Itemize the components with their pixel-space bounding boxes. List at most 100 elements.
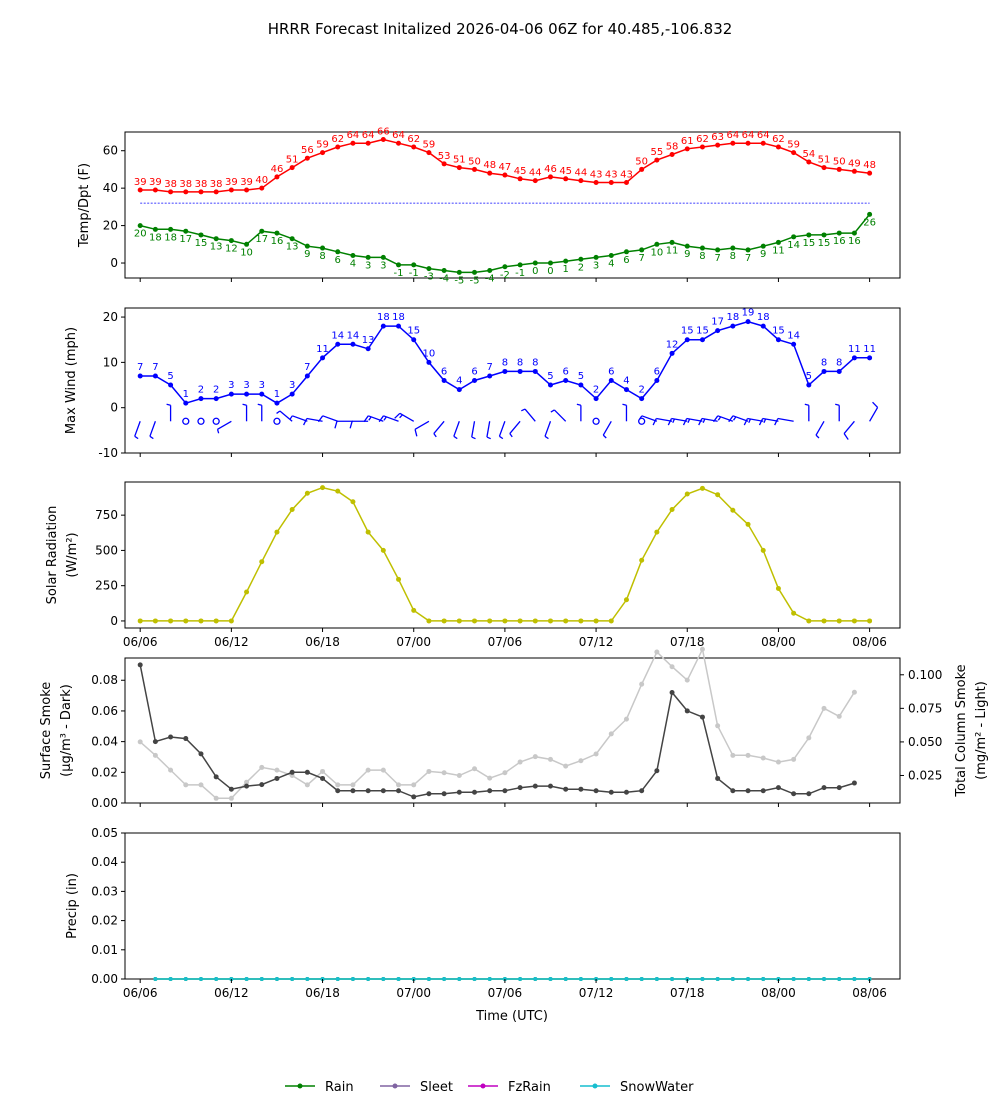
dewpoint-data-label: 6 [623,255,629,266]
total-column-smoke-point [350,782,356,788]
snow-water-point [183,977,188,981]
snow-water-point [533,977,538,981]
surface-smoke-point [152,739,158,745]
solar-radiation-point [867,618,873,624]
total-column-smoke-point [806,735,812,741]
max-wind-point [244,391,250,397]
temperature-data-label: 39 [134,177,147,188]
temperature-point [502,172,508,178]
x-tick-label: 08/06 [852,635,887,649]
max-wind-data-label: 18 [377,312,390,323]
temperature-data-label: 48 [483,160,496,171]
y-tick-label: 0.02 [91,914,118,928]
wind-barb-flag [363,415,369,423]
snow-water-point [700,977,705,981]
legend-swatch-marker [480,1083,486,1089]
max-wind-data-label: 6 [608,367,614,378]
wind-barb-staff [509,420,521,434]
max-wind-data-label: 2 [593,385,599,396]
dewpoint-data-label: 18 [164,232,177,243]
snow-water-point [578,977,583,981]
dewpoint-data-label: -4 [439,274,449,285]
max-wind-data-label: 5 [167,371,173,382]
total-column-smoke-point [608,731,614,737]
max-wind-point [715,328,721,334]
total-column-smoke-point [563,763,569,769]
y-tick-label: -10 [98,446,118,460]
dewpoint-point [745,247,751,253]
temperature-data-label: 43 [605,170,618,181]
y-tick-label: 0.04 [91,735,118,749]
wind-barb-flag [743,418,749,426]
wind-panel-frame [124,307,901,454]
max-wind-data-label: 6 [654,367,660,378]
max-wind-data-label: 18 [757,312,770,323]
temperature-data-label: 64 [392,130,405,141]
temperature-point [168,189,174,195]
solar-y-label-units: (W/m²) [65,532,80,577]
max-wind-point [365,346,371,352]
snow-water-point [761,977,766,981]
temperature-data-label: 39 [149,177,162,188]
y-tick-label: 20 [103,219,118,233]
dewpoint-data-label: 26 [863,217,876,228]
max-wind-data-label: 3 [259,380,265,391]
surface-smoke-point [304,769,310,775]
total-column-smoke-point [396,782,402,788]
solar-radiation-point [411,607,417,613]
max-wind-data-label: 19 [742,308,755,319]
snow-water-point [837,977,842,981]
y-tick-label: 750 [95,508,118,522]
temperature-data-label: 45 [559,166,572,177]
temperature-point [623,180,629,186]
smoke-panel-frame [124,657,901,804]
dewpoint-data-label: 15 [802,238,815,249]
snow-water-point [244,977,249,981]
temperature-point [715,142,721,148]
max-wind-point [836,368,842,374]
max-wind-point [791,341,797,347]
dewpoint-data-label: 0 [547,266,553,277]
total-column-smoke-point [547,756,553,762]
max-wind-point [851,355,857,361]
temperature-point [380,136,386,142]
dewpoint-point [775,239,781,245]
max-wind-point [699,337,705,343]
dewpoint-point [320,245,326,251]
dewpoint-point [623,249,629,255]
total-column-smoke-point [274,767,280,773]
wind-calm-circle [592,417,600,425]
temperature-point [456,165,462,171]
temperature-data-label: 43 [590,170,603,181]
wind-calm-circle [212,417,220,425]
snow-water-point [198,977,203,981]
solar-radiation-point [335,488,341,494]
max-wind-point [137,373,143,379]
x-tick-label: 06/12 [214,635,249,649]
solar-radiation-point [760,547,766,553]
surface-smoke-point [563,786,569,792]
snow-water-point [548,977,553,981]
total-column-smoke-point [775,759,781,765]
temperature-point [684,146,690,152]
wind-barb-half-flag [815,434,820,439]
wind-barb-staff [322,415,338,422]
wind-barb-staff [869,407,879,422]
dewpoint-point [365,254,371,260]
temperature-point [821,165,827,171]
dewpoint-point [137,223,143,229]
max-wind-point [547,382,553,388]
wind-barb-flag [317,415,324,423]
dewpoint-point [168,226,174,232]
total-column-smoke-point [411,782,417,788]
legend: Rain Sleet FzRain SnowWater [285,1080,694,1095]
temperature-data-label: 38 [164,179,177,190]
wind-barb-flag [774,418,779,426]
max-wind-data-label: 5 [547,371,553,382]
dewpoint-point [715,247,721,253]
y-tick-label: 0.02 [91,765,118,779]
x-tick-label: 08/00 [761,986,796,1000]
dewpoint-data-label: 11 [772,245,785,256]
max-wind-point [168,382,174,388]
max-wind-data-label: 7 [137,362,143,373]
